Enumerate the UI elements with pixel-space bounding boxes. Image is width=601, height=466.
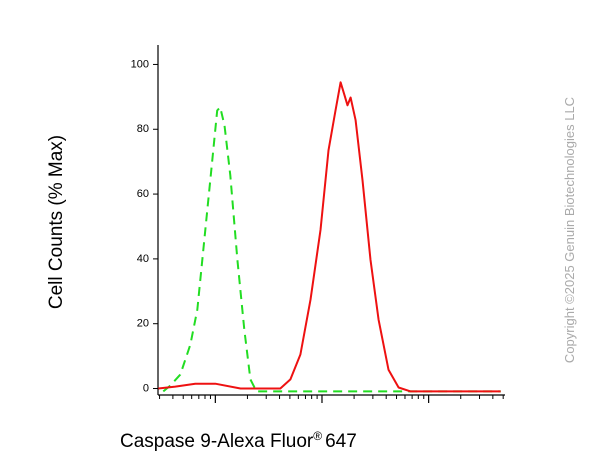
x-axis-title-suffix: 647 — [325, 431, 357, 452]
series-line — [162, 106, 501, 393]
copyright: Copyright ©2025 Genuin Biotechnologies L… — [562, 97, 577, 363]
x-axis-title: Caspase 9-Alexa Fluor® 647 — [120, 429, 357, 452]
series-line — [158, 81, 501, 393]
y-tick-label: 60 — [137, 188, 149, 200]
y-tick-label: 80 — [137, 123, 149, 135]
y-tick-label: 20 — [137, 318, 149, 330]
y-tick-label: 0 — [143, 382, 149, 394]
x-axis-title-main: Caspase 9-Alexa Fluor — [120, 431, 314, 452]
x-axis-title-mark: ® — [313, 429, 322, 443]
y-axis-title: Cell Counts (% Max) — [46, 135, 67, 309]
y-tick-label: 40 — [137, 253, 149, 265]
y-tick-label: 100 — [131, 58, 149, 70]
